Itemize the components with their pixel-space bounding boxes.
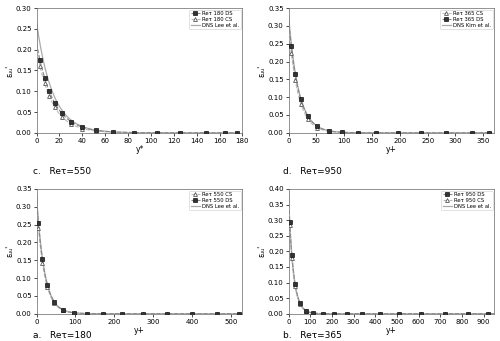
Y-axis label: εᵤᵤ': εᵤᵤ' [258,245,266,257]
Y-axis label: εᵤᵤ': εᵤᵤ' [6,64,15,77]
Legend: Reτ 365 CS, Reτ 365 DS, DNS Kim et al.: Reτ 365 CS, Reτ 365 DS, DNS Kim et al. [440,10,493,29]
Y-axis label: εᵤᵤ': εᵤᵤ' [258,64,266,77]
Y-axis label: εᵤᵤ': εᵤᵤ' [6,245,15,257]
Legend: Reτ 180 DS, Reτ 180 CS, DNS Lee et al.: Reτ 180 DS, Reτ 180 CS, DNS Lee et al. [189,10,241,29]
Legend: Reτ 950 DS, Reτ 950 CS, DNS Lee et al.: Reτ 950 DS, Reτ 950 CS, DNS Lee et al. [441,191,493,210]
Text: c.   Reτ=550: c. Reτ=550 [34,167,92,176]
X-axis label: y*: y* [136,145,143,154]
Text: a.   Reτ=180: a. Reτ=180 [33,330,92,340]
Text: b.   Reτ=365: b. Reτ=365 [283,330,342,340]
Legend: Reτ 550 CS, Reτ 550 DS, DNS Lee et al.: Reτ 550 CS, Reτ 550 DS, DNS Lee et al. [189,191,241,210]
X-axis label: y+: y+ [386,145,397,154]
Text: d.   Reτ=950: d. Reτ=950 [283,167,342,176]
X-axis label: y+: y+ [386,326,397,335]
X-axis label: y+: y+ [134,326,145,335]
